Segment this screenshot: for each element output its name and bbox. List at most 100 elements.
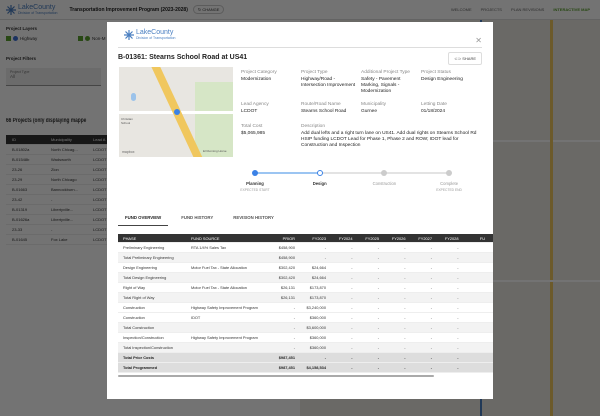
table-cell: $3,600,000 (306, 325, 326, 330)
table-cell: - (293, 325, 295, 330)
field-value: Design Engineering (421, 77, 463, 82)
logo[interactable]: LakeCounty Division of Transportation (6, 4, 58, 15)
table-row: Design Engineering Motor Fuel Tax - State… (118, 263, 493, 273)
map-label-school: Christian School (121, 117, 133, 125)
table-cell: - (377, 255, 379, 260)
table-cell: - (430, 305, 432, 310)
table-cell: - (457, 295, 459, 300)
project-location-map[interactable]: Christian School El Running Horse mapbox (119, 67, 233, 157)
column-header: FY2028 (444, 235, 459, 241)
table-cell: Total Construction (123, 325, 155, 330)
field-value: Modernization (241, 77, 272, 82)
table-cell: - (377, 345, 379, 350)
col-id[interactable]: ID (12, 137, 16, 142)
fund-table-header: PHASE FUND SOURCE PRIOR FY2023 FY2024 FY2025 F… (118, 234, 493, 243)
checkbox-icon[interactable] (78, 36, 83, 42)
table-cell: - (404, 315, 406, 320)
table-cell: $3,240,000 (306, 305, 326, 310)
table-row: Construction Highway Safety Improvement P… (118, 303, 493, 313)
col-municipality[interactable]: Municipality (51, 137, 72, 142)
table-cell: - (457, 335, 459, 340)
layer-highway[interactable]: Highway (6, 36, 37, 42)
app-header: LakeCounty Division of Transportation Tra… (0, 0, 600, 20)
table-cell: - (377, 325, 379, 330)
cell-id: B-01548b (12, 157, 30, 162)
table-cell: - (404, 335, 406, 340)
table-cell: Highway Safety Improvement Program (191, 335, 258, 340)
link-icon: ⊂⊃ (454, 56, 462, 61)
field-label: Letting Date (421, 102, 447, 107)
table-cell: $458,900 (278, 255, 295, 260)
table-row: Inspection/Construction Highway Safety Im… (118, 333, 493, 343)
col-lead[interactable]: Lead A (93, 137, 106, 142)
nav-welcome[interactable]: WELCOME (450, 7, 472, 12)
cell-lead: LCDOT (93, 227, 107, 232)
table-cell: - (457, 355, 459, 360)
detail-tabs: FUND OVERVIEW FUND HISTORY REVISION HIST… (118, 212, 287, 226)
table-cell: - (430, 265, 432, 270)
cell-lead: LCDOT (93, 197, 107, 202)
field-description: Description Add dual lefts and a right tu… (301, 124, 481, 149)
nav-interactive-map[interactable]: INTERACTIVE MAP (553, 7, 590, 12)
table-cell: - (351, 365, 353, 370)
snowflake-logo-icon (6, 4, 16, 15)
table-cell: - (430, 315, 432, 320)
checkbox-icon[interactable] (6, 36, 11, 42)
table-cell: - (351, 315, 353, 320)
field-label: Description (301, 124, 325, 129)
timeline-label: Complete (440, 181, 459, 186)
table-cell: Motor Fuel Tax - State Allocation (191, 265, 247, 270)
table-cell: Total Inspection/Construction (123, 345, 173, 350)
table-cell: - (457, 275, 459, 280)
logo-sub: Division of Transportation (136, 36, 176, 40)
share-button[interactable]: ⊂⊃ SHARE (448, 52, 482, 65)
nav-projects[interactable]: PROJECTS (480, 7, 502, 12)
column-header: FY2027 (418, 235, 432, 241)
nav-plan-revisions[interactable]: PLAN REVISIONS (510, 7, 545, 12)
column-header: FU (479, 235, 485, 241)
tab-fund-history[interactable]: FUND HISTORY (181, 215, 214, 220)
table-cell: $302,420 (278, 265, 295, 270)
table-cell: - (430, 365, 432, 370)
divider (118, 47, 482, 48)
timeline-sublabel: EXPECTED START (240, 188, 270, 192)
table-cell: - (430, 325, 432, 330)
table-row: Total Programmed $987,451 $4,158,534 - - - - - (118, 363, 493, 373)
close-icon[interactable]: ✕ (475, 36, 482, 45)
project-title: B-01361: Stearns School Road at US41 (118, 54, 248, 61)
cell-id: B-01802a (12, 147, 30, 152)
table-cell: - (324, 255, 326, 260)
field-additional-project-type: Additional Project Type Safety - Pavement… (361, 70, 419, 95)
table-cell: Motor Fuel Tax - State Allocation (191, 285, 247, 290)
table-cell: Design Engineering (123, 265, 157, 270)
field-value: Add dual lefts and a right turn lane on … (301, 131, 477, 148)
project-marker-icon[interactable] (174, 109, 180, 115)
cell-municipality: Bannockburn... (51, 187, 78, 192)
table-row: Preliminary Engineering RTA 1/4% Sales Ta… (118, 243, 493, 253)
field-label: Route/Road Name (301, 102, 341, 107)
table-cell: - (351, 265, 353, 270)
table-row: Total Preliminary Engineering $458,900 - - -… (118, 253, 493, 263)
horizontal-scrollbar[interactable] (118, 375, 434, 377)
logo-sub: Division of Transportation (18, 11, 58, 15)
table-cell: $4,158,534 (306, 365, 326, 370)
field-value: Safety - Pavement Marking, Signals - Mod… (361, 77, 401, 94)
field-letting-date: Letting Date 01/18/2024 (421, 102, 479, 115)
table-cell: Highway Safety Improvement Program (191, 305, 258, 310)
project-type-select[interactable]: Project Type All (6, 68, 101, 86)
change-button[interactable]: ↻ CHANGE (192, 5, 225, 14)
tab-revision-history[interactable]: REVISION HISTORY (233, 215, 274, 220)
tab-fund-overview[interactable]: FUND OVERVIEW (118, 212, 169, 226)
timeline-progress (255, 172, 319, 174)
layer-non-motorized[interactable]: Non-M (78, 36, 106, 42)
table-cell: $302,420 (278, 275, 295, 280)
table-cell: - (404, 325, 406, 330)
field-value: Gurnee (361, 109, 377, 114)
snowflake-logo-icon (124, 29, 134, 40)
table-cell: $360,000 (309, 335, 326, 340)
table-cell: - (430, 285, 432, 290)
map-label-place: El Running Horse (203, 149, 227, 153)
cell-lead: LCDOT (93, 147, 107, 152)
table-cell: - (377, 245, 379, 250)
map-park (195, 82, 233, 157)
